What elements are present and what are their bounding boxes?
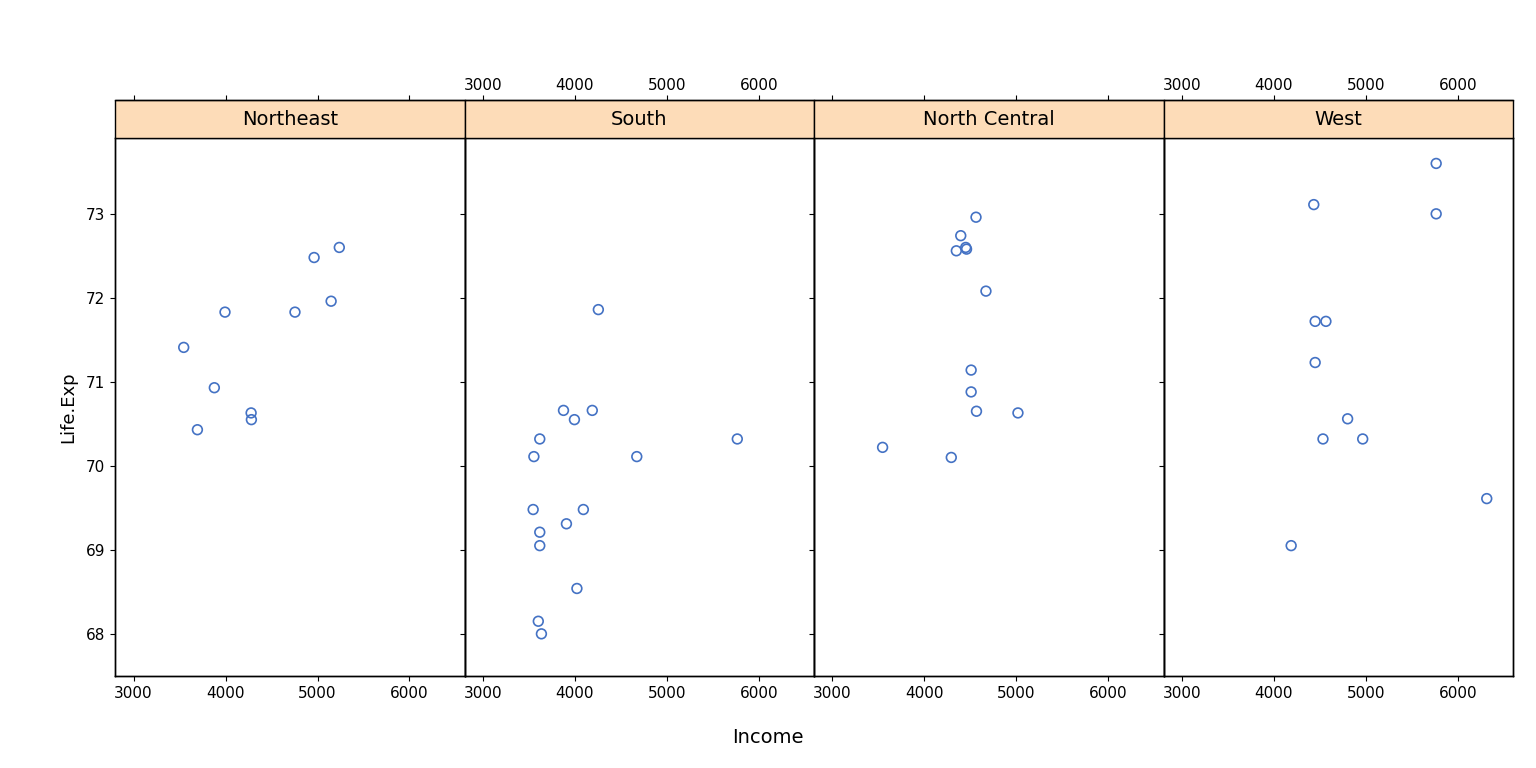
Point bbox=[565, 582, 590, 594]
Point bbox=[625, 451, 650, 463]
Point bbox=[958, 386, 983, 398]
Bar bbox=[115, 101, 464, 138]
Point bbox=[527, 433, 551, 445]
Point bbox=[1006, 407, 1031, 419]
Point bbox=[327, 241, 352, 253]
Point bbox=[301, 251, 326, 263]
Point bbox=[954, 241, 978, 253]
Point bbox=[571, 503, 596, 515]
Point bbox=[240, 413, 264, 425]
Text: West: West bbox=[1315, 110, 1362, 129]
Point bbox=[562, 413, 587, 425]
Point bbox=[1310, 433, 1335, 445]
Point bbox=[1313, 315, 1338, 327]
Point bbox=[522, 451, 547, 463]
Point bbox=[283, 306, 307, 318]
Point bbox=[938, 452, 963, 464]
Point bbox=[958, 364, 983, 376]
Bar bbox=[814, 101, 1164, 138]
Point bbox=[954, 243, 978, 255]
Point bbox=[871, 442, 895, 454]
Bar bbox=[1164, 101, 1513, 138]
Text: North Central: North Central bbox=[923, 110, 1055, 129]
Point bbox=[974, 285, 998, 297]
Point bbox=[528, 627, 553, 640]
Point bbox=[581, 404, 605, 416]
Point bbox=[238, 407, 263, 419]
Text: Income: Income bbox=[733, 728, 803, 746]
Point bbox=[963, 211, 988, 223]
Point bbox=[525, 615, 550, 627]
Point bbox=[945, 245, 969, 257]
Text: Northeast: Northeast bbox=[241, 110, 338, 129]
Point bbox=[1279, 539, 1304, 551]
Point bbox=[1335, 412, 1359, 425]
Point bbox=[1303, 315, 1327, 327]
Point bbox=[521, 503, 545, 515]
Point bbox=[1475, 492, 1499, 505]
Point bbox=[1303, 356, 1327, 369]
Point bbox=[1301, 198, 1326, 210]
Point bbox=[527, 539, 551, 551]
Text: South: South bbox=[611, 110, 668, 129]
Point bbox=[172, 341, 197, 353]
Point bbox=[1424, 157, 1448, 170]
Bar bbox=[464, 101, 814, 138]
Point bbox=[551, 404, 576, 416]
Point bbox=[186, 424, 210, 436]
Point bbox=[527, 526, 551, 538]
Point bbox=[948, 230, 972, 242]
Point bbox=[554, 518, 579, 530]
Y-axis label: Life.Exp: Life.Exp bbox=[60, 371, 78, 443]
Point bbox=[965, 405, 989, 417]
Point bbox=[1350, 433, 1375, 445]
Point bbox=[203, 382, 227, 394]
Point bbox=[212, 306, 237, 318]
Point bbox=[587, 303, 611, 316]
Point bbox=[319, 295, 344, 307]
Point bbox=[725, 433, 750, 445]
Point bbox=[1424, 207, 1448, 220]
